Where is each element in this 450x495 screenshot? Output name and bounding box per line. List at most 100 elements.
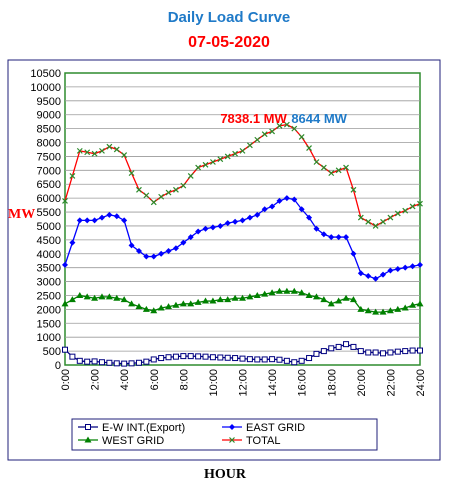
- data-point: [357, 348, 364, 355]
- data-point: [328, 234, 335, 241]
- data-point: [84, 358, 91, 365]
- data-point: [283, 121, 290, 128]
- data-point: [157, 304, 165, 311]
- data-point: [276, 122, 283, 129]
- data-point: [158, 250, 165, 257]
- data-point: [409, 263, 416, 270]
- x-tick-labels: 0:00 2:00 4:00 6:00 8:00 10:00 12:00 14:00 16:00…: [60, 369, 427, 397]
- data-point: [254, 136, 261, 143]
- legend-item: TOTAL: [222, 435, 280, 447]
- data-point: [343, 341, 350, 348]
- data-point: [269, 203, 276, 210]
- y-tick-label: 2500: [37, 290, 61, 302]
- data-point: [172, 301, 180, 308]
- data-point: [195, 164, 202, 171]
- data-point: [76, 147, 83, 154]
- data-point: [113, 213, 120, 220]
- data-point: [283, 195, 290, 202]
- data-point: [232, 355, 239, 362]
- data-point: [61, 300, 69, 307]
- data-point: [217, 354, 224, 361]
- data-point: [187, 172, 194, 179]
- data-point: [91, 358, 98, 365]
- data-point: [98, 359, 105, 366]
- data-point: [239, 355, 246, 362]
- data-point: [165, 247, 172, 254]
- data-point: [261, 206, 268, 213]
- data-point: [69, 172, 76, 179]
- data-point: [224, 296, 232, 303]
- data-point: [298, 134, 305, 140]
- data-point: [276, 197, 283, 204]
- series-2: [61, 287, 424, 315]
- data-point: [180, 239, 187, 246]
- data-point: [283, 357, 290, 364]
- data-point: [401, 304, 409, 311]
- data-point: [387, 214, 394, 221]
- data-point: [232, 218, 239, 225]
- y-tick-label: 3500: [37, 263, 61, 275]
- series-group: [61, 121, 424, 367]
- y-tick-label: 5500: [37, 207, 61, 219]
- data-point: [246, 293, 254, 300]
- data-point: [217, 222, 224, 229]
- data-point: [194, 298, 202, 305]
- data-point: [113, 294, 121, 301]
- data-point: [379, 308, 387, 315]
- data-point: [350, 186, 357, 193]
- data-point: [239, 147, 246, 154]
- data-point: [409, 203, 416, 210]
- data-point: [343, 164, 349, 171]
- data-point: [120, 296, 128, 303]
- data-point: [128, 300, 136, 307]
- x-axis-label: HOUR: [204, 467, 247, 482]
- data-point: [246, 142, 253, 149]
- y-tick-label: 2000: [37, 304, 61, 316]
- x-tick-label: 6:00: [149, 369, 161, 390]
- data-point: [291, 125, 298, 132]
- data-point: [349, 296, 357, 303]
- series-1: [62, 195, 423, 282]
- y-tick-label: 8500: [37, 124, 61, 136]
- data-point: [372, 349, 379, 356]
- data-point: [386, 307, 394, 314]
- data-point: [306, 355, 313, 362]
- data-point: [417, 261, 423, 268]
- data-point: [143, 253, 150, 260]
- data-point: [202, 225, 209, 232]
- data-point: [416, 300, 424, 307]
- data-point: [91, 150, 98, 157]
- data-point: [84, 217, 91, 224]
- data-point: [83, 293, 91, 300]
- x-tick-label: 18:00: [326, 369, 338, 397]
- data-point: [261, 131, 268, 138]
- annotations: 7838.1 MW 8644 MW: [220, 111, 347, 126]
- data-point: [365, 349, 372, 356]
- data-point: [372, 275, 379, 282]
- data-point: [387, 349, 394, 356]
- data-point: [106, 143, 113, 150]
- y-tick-label: 9000: [37, 110, 61, 122]
- data-point: [172, 245, 179, 252]
- chart-title: Daily Load Curve: [168, 9, 291, 26]
- data-point: [342, 294, 350, 301]
- data-point: [231, 294, 239, 301]
- data-point: [313, 350, 320, 357]
- legend-label: E-W INT.(Export): [102, 422, 185, 434]
- data-point: [417, 200, 423, 207]
- legend-marker: [229, 437, 235, 443]
- data-point: [69, 239, 76, 246]
- data-point: [283, 287, 291, 294]
- data-point: [76, 291, 84, 298]
- data-point: [62, 261, 68, 268]
- y-tick-label: 1500: [37, 318, 61, 330]
- data-point: [121, 217, 128, 224]
- data-point: [121, 360, 128, 367]
- data-point: [113, 360, 120, 367]
- data-point: [209, 224, 216, 231]
- data-point: [380, 271, 387, 278]
- data-point: [417, 347, 423, 354]
- data-point: [68, 296, 76, 303]
- data-point: [380, 218, 386, 225]
- x-tick-label: 16:00: [297, 369, 309, 397]
